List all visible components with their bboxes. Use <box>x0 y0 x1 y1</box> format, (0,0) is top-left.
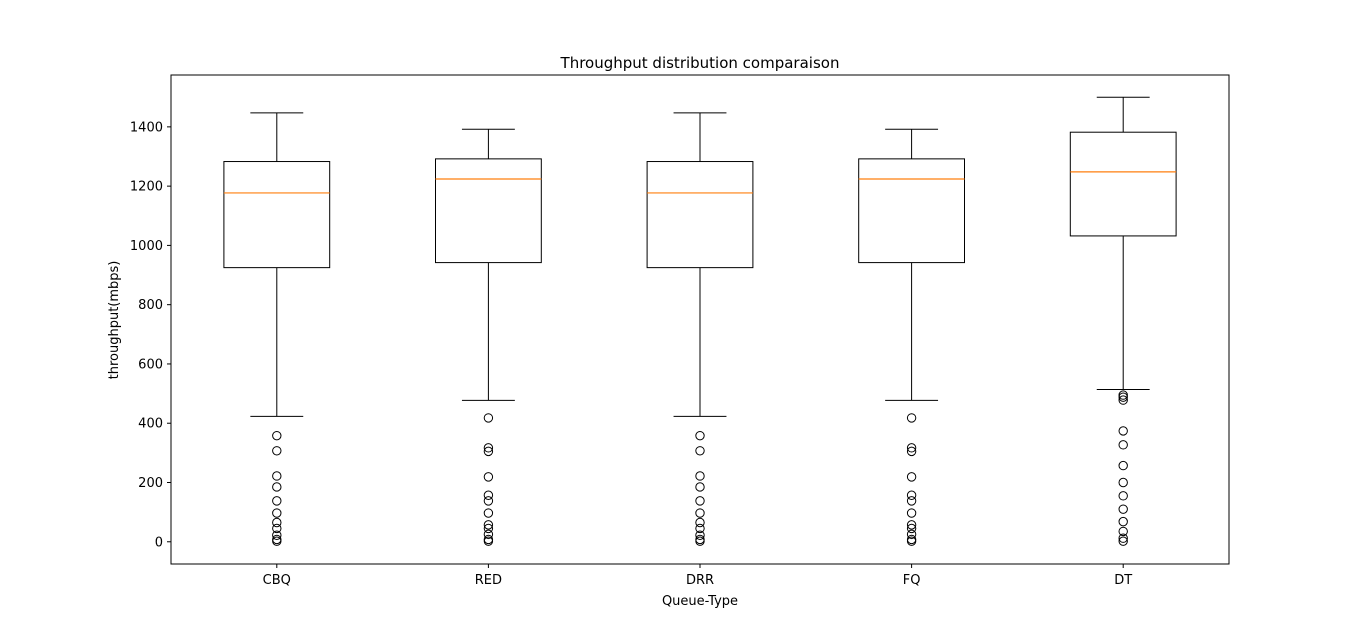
iqr-box <box>858 158 966 264</box>
y-tick-label: 1000 <box>130 239 163 254</box>
outlier-point <box>1118 395 1128 405</box>
y-axis-label: throughput(mbps) <box>107 261 122 380</box>
outlier-point <box>695 508 705 518</box>
y-tick-label: 0 <box>155 535 163 550</box>
outlier-point <box>483 508 494 518</box>
outlier-point <box>1118 477 1128 488</box>
outlier-point <box>906 443 917 453</box>
y-tick-label: 600 <box>138 357 163 372</box>
outlier-point <box>483 472 494 482</box>
outlier-point <box>272 482 282 492</box>
outlier-point <box>906 520 917 530</box>
outlier-point <box>906 529 917 540</box>
outlier-point <box>1118 526 1128 537</box>
outlier-point <box>272 446 282 456</box>
box-group-dt <box>1069 96 1177 546</box>
chart-title: Throughput distribution comparaison <box>560 54 840 72</box>
outlier-point <box>906 536 917 546</box>
outlier-point <box>483 520 494 530</box>
outlier-point <box>1118 504 1128 514</box>
x-tick-label: DT <box>1114 573 1132 588</box>
y-tick-label: 1200 <box>130 180 163 195</box>
outlier-point <box>906 413 917 423</box>
x-axis-label: Queue-Type <box>662 594 738 609</box>
outlier-point <box>272 536 282 546</box>
x-tick-label: CBQ <box>263 573 291 588</box>
iqr-box <box>223 161 331 269</box>
y-tick-label: 400 <box>138 417 163 432</box>
outlier-point <box>1118 516 1128 527</box>
plot-area <box>223 96 1177 546</box>
outlier-point <box>1118 460 1128 471</box>
x-tick-label: DRR <box>686 573 714 588</box>
outlier-point <box>1118 491 1128 501</box>
y-axis: 0 200 400 600 800 1000 1200 1400 <box>130 120 171 550</box>
outlier-point <box>906 472 917 482</box>
outlier-point <box>1118 533 1128 543</box>
outlier-point <box>483 496 494 506</box>
outlier-point <box>695 471 705 481</box>
outlier-point <box>695 482 705 492</box>
outlier-point <box>906 446 917 457</box>
x-tick-label: FQ <box>903 573 921 588</box>
iqr-box <box>1069 131 1177 237</box>
outlier-point <box>483 446 494 457</box>
iqr-box <box>646 161 754 269</box>
iqr-box <box>435 158 542 264</box>
outlier-point <box>483 529 494 540</box>
outlier-point <box>272 471 282 481</box>
outlier-point <box>695 446 705 456</box>
outlier-point <box>272 517 282 528</box>
outlier-point <box>695 536 705 546</box>
outlier-point <box>272 430 282 441</box>
outlier-point <box>906 508 917 518</box>
outlier-point <box>695 517 705 528</box>
outlier-point <box>1118 392 1128 402</box>
outlier-point <box>483 490 494 500</box>
outlier-point <box>272 496 282 506</box>
outlier-point <box>695 530 705 540</box>
outlier-point <box>483 413 494 423</box>
outlier-point <box>695 523 705 534</box>
outlier-point <box>483 523 494 534</box>
outlier-point <box>906 496 917 506</box>
outlier-point <box>695 496 705 506</box>
outlier-point <box>906 523 917 534</box>
outlier-point <box>906 490 917 500</box>
outlier-point <box>272 508 282 518</box>
outlier-point <box>483 443 494 453</box>
x-tick-label: RED <box>475 573 502 588</box>
outlier-point <box>1118 440 1128 450</box>
outlier-point <box>272 530 282 540</box>
outlier-point <box>272 523 282 534</box>
box-group-fq <box>858 128 966 546</box>
y-tick-label: 1400 <box>130 120 163 135</box>
y-tick-label: 800 <box>138 298 163 313</box>
box-group-drr <box>646 112 754 546</box>
y-tick-label: 200 <box>138 476 163 491</box>
x-axis: CBQ RED DRR FQ DT <box>263 564 1132 588</box>
box-group-cbq <box>223 112 331 546</box>
outlier-point <box>1118 536 1128 546</box>
outlier-point <box>1118 426 1128 436</box>
box-group-red <box>435 128 542 546</box>
outlier-point <box>695 430 705 441</box>
outlier-point <box>483 536 494 546</box>
